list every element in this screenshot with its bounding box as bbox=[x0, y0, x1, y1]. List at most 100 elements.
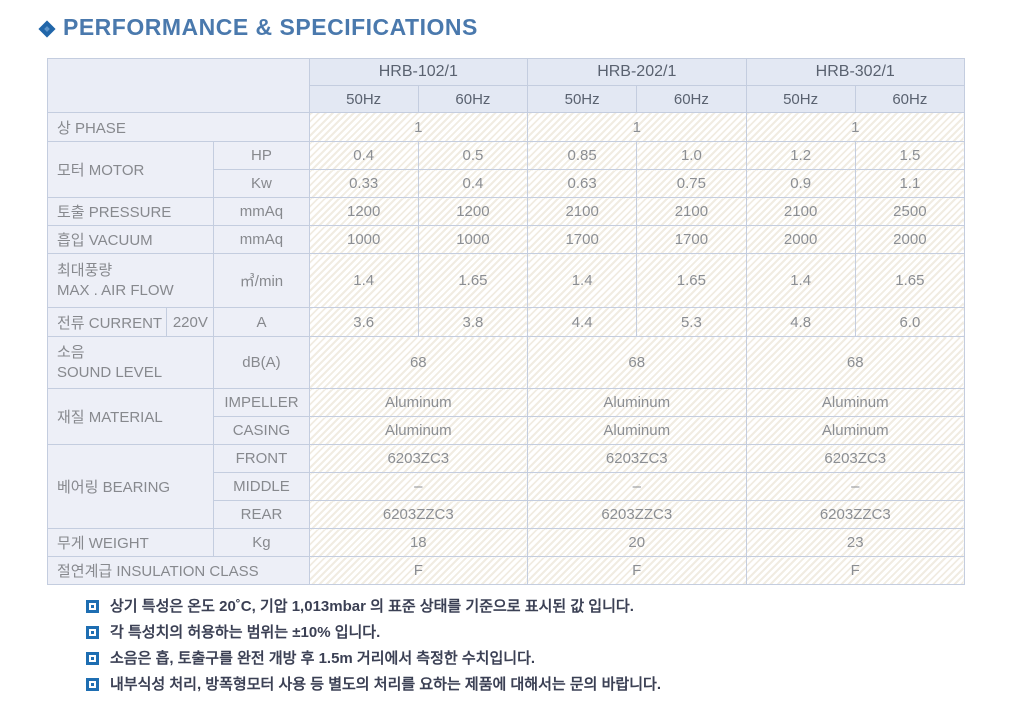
sound-value: 68 bbox=[527, 336, 747, 389]
square-bullet-icon bbox=[86, 600, 99, 613]
unit-middle: MIDDLE bbox=[213, 472, 310, 501]
unit-casing: CASING bbox=[213, 416, 310, 445]
bearing-middle-value: – bbox=[745, 472, 965, 501]
hp-value: 1.2 bbox=[745, 141, 856, 170]
impeller-value: Aluminum bbox=[308, 388, 529, 417]
bearing-rear-value: 6203ZZC3 bbox=[308, 500, 529, 529]
spec-table: HRB-102/1 HRB-202/1 HRB-302/1 50Hz 60Hz … bbox=[46, 58, 966, 585]
table-row-pressure: 토출 PRESSURE mmAq 1200 1200 2100 2100 210… bbox=[46, 197, 966, 226]
row-label-airflow: 최대풍량 MAX . AIR FLOW bbox=[46, 253, 215, 308]
current-label: 전류 CURRENT bbox=[57, 314, 163, 332]
row-label-current-cell: 전류 CURRENT 220V bbox=[46, 307, 215, 337]
footnote-text: 상기 특성은 온도 20˚C, 기압 1,013mbar 의 표준 상태를 기준… bbox=[110, 598, 634, 615]
footnote-text: 소음은 흡, 토출구를 완전 개방 후 1.5m 거리에서 측정한 수치입니다. bbox=[110, 650, 536, 667]
vacuum-value: 2000 bbox=[854, 225, 966, 254]
vacuum-value: 1700 bbox=[527, 225, 638, 254]
pressure-value: 2500 bbox=[854, 197, 966, 226]
page-title-text: PERFORMANCE & SPECIFICATIONS bbox=[63, 14, 478, 40]
phase-value: 1 bbox=[745, 112, 965, 142]
unit-weight: Kg bbox=[213, 528, 310, 557]
row-label-phase: 상 PHASE bbox=[47, 112, 310, 142]
unit-rear: REAR bbox=[213, 500, 310, 529]
unit-airflow: ㎥/min bbox=[213, 253, 310, 308]
freq-header: 50Hz bbox=[527, 85, 638, 113]
pressure-value: 2100 bbox=[745, 197, 856, 226]
hp-value: 1.5 bbox=[854, 141, 966, 170]
row-label-weight: 무게 WEIGHT bbox=[46, 528, 215, 557]
table-row-bearing-rear: REAR 6203ZZC3 6203ZZC3 6203ZZC3 bbox=[48, 500, 965, 529]
casing-value: Aluminum bbox=[308, 416, 529, 445]
unit-current: A bbox=[213, 307, 310, 337]
model-header: HRB-202/1 bbox=[527, 58, 747, 86]
vacuum-value: 1700 bbox=[636, 225, 747, 254]
casing-value: Aluminum bbox=[527, 416, 747, 445]
phase-value: 1 bbox=[308, 112, 529, 142]
airflow-value: 1.65 bbox=[417, 253, 529, 308]
table-row-phase: 상 PHASE 1 1 1 bbox=[47, 112, 965, 142]
page-title: PERFORMANCE & SPECIFICATIONS bbox=[38, 14, 478, 41]
freq-header: 60Hz bbox=[417, 85, 529, 113]
unit-front: FRONT bbox=[213, 444, 310, 473]
current-value: 3.8 bbox=[417, 307, 529, 337]
current-value: 6.0 bbox=[854, 307, 966, 337]
table-row-models: HRB-102/1 HRB-202/1 HRB-302/1 bbox=[47, 58, 965, 113]
unit-pressure: mmAq bbox=[213, 197, 310, 226]
bearing-front-value: 6203ZC3 bbox=[745, 444, 965, 473]
footnote-item: 내부식성 처리, 방폭형모터 사용 등 별도의 처리를 요하는 제품에 대해서는… bbox=[86, 675, 661, 694]
unit-hp: HP bbox=[213, 141, 310, 170]
table-row-bearing-middle: MIDDLE – – – bbox=[48, 472, 965, 501]
table-row-bearing-front: 베어링 BEARING FRONT 6203ZC3 6203ZC3 6203ZC… bbox=[46, 444, 965, 529]
pressure-value: 1200 bbox=[417, 197, 529, 226]
bearing-front-value: 6203ZC3 bbox=[308, 444, 529, 473]
airflow-value: 1.4 bbox=[527, 253, 638, 308]
vacuum-value: 1000 bbox=[308, 225, 419, 254]
table-row-vacuum: 흡입 VACUUM mmAq 1000 1000 1700 1700 2000 … bbox=[46, 225, 966, 254]
sound-label-en: SOUND LEVEL bbox=[57, 363, 163, 381]
row-label-bearing: 베어링 BEARING bbox=[46, 444, 215, 529]
table-row-sound: 소음 SOUND LEVEL dB(A) 68 68 68 bbox=[46, 336, 965, 389]
footnote-item: 소음은 흡, 토출구를 완전 개방 후 1.5m 거리에서 측정한 수치입니다. bbox=[86, 649, 661, 668]
footnote-item: 상기 특성은 온도 20˚C, 기압 1,013mbar 의 표준 상태를 기준… bbox=[86, 597, 661, 616]
table-row-motor-hp: 모터 MOTOR HP 0.4 0.5 0.85 1.0 1.2 1.5 bbox=[46, 141, 966, 198]
row-label-sound: 소음 SOUND LEVEL bbox=[46, 336, 215, 389]
hp-value: 1.0 bbox=[636, 141, 747, 170]
freq-header: 60Hz bbox=[854, 85, 966, 113]
bearing-middle-value: – bbox=[527, 472, 747, 501]
kw-value: 0.33 bbox=[308, 169, 419, 198]
hp-value: 0.85 bbox=[527, 141, 638, 170]
impeller-value: Aluminum bbox=[745, 388, 965, 417]
weight-value: 18 bbox=[308, 528, 529, 557]
freq-header: 50Hz bbox=[745, 85, 856, 113]
table-row-current: 전류 CURRENT 220V A 3.6 3.8 4.4 5.3 4.8 6.… bbox=[46, 307, 966, 337]
model-header: HRB-102/1 bbox=[308, 58, 529, 86]
insulation-value: F bbox=[308, 556, 529, 585]
bearing-rear-value: 6203ZZC3 bbox=[527, 500, 747, 529]
current-value: 3.6 bbox=[308, 307, 419, 337]
row-label-vacuum: 흡입 VACUUM bbox=[46, 225, 215, 254]
table-row-insulation: 절연계급 INSULATION CLASS F F F bbox=[47, 556, 965, 585]
airflow-value: 1.65 bbox=[854, 253, 966, 308]
vacuum-value: 2000 bbox=[745, 225, 856, 254]
square-bullet-icon bbox=[86, 626, 99, 639]
square-bullet-icon bbox=[86, 678, 99, 691]
kw-value: 0.9 bbox=[745, 169, 856, 198]
diamond-icon bbox=[38, 20, 56, 38]
current-value: 4.4 bbox=[527, 307, 638, 337]
current-value: 5.3 bbox=[636, 307, 747, 337]
unit-vacuum: mmAq bbox=[213, 225, 310, 254]
unit-kw: Kw bbox=[213, 169, 310, 198]
insulation-value: F bbox=[527, 556, 747, 585]
footnotes: 상기 특성은 온도 20˚C, 기압 1,013mbar 의 표준 상태를 기준… bbox=[86, 597, 661, 701]
kw-value: 0.63 bbox=[527, 169, 638, 198]
bearing-rear-value: 6203ZZC3 bbox=[745, 500, 965, 529]
hp-value: 0.4 bbox=[308, 141, 419, 170]
airflow-value: 1.4 bbox=[745, 253, 856, 308]
freq-header: 50Hz bbox=[308, 85, 419, 113]
unit-impeller: IMPELLER bbox=[213, 388, 310, 417]
footnote-text: 내부식성 처리, 방폭형모터 사용 등 별도의 처리를 요하는 제품에 대해서는… bbox=[110, 676, 661, 693]
row-label-material: 재질 MATERIAL bbox=[46, 388, 215, 445]
row-label-motor: 모터 MOTOR bbox=[46, 141, 215, 198]
airflow-value: 1.4 bbox=[308, 253, 419, 308]
current-value: 4.8 bbox=[745, 307, 856, 337]
row-label-pressure: 토출 PRESSURE bbox=[46, 197, 215, 226]
